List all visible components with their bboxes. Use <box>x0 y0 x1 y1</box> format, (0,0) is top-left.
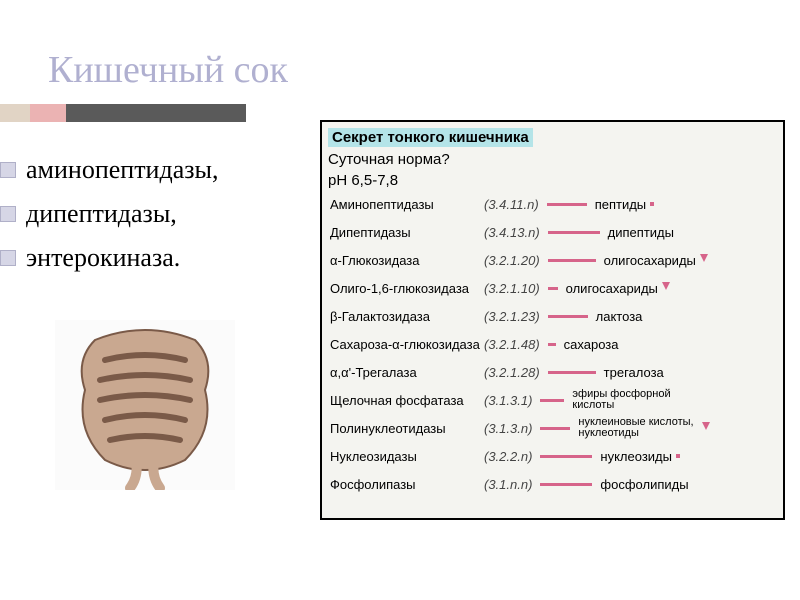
table-row: Аминопептидазы (3.4.11.n) пептиды <box>330 191 783 217</box>
list-item: энтерокиназа. <box>0 243 300 273</box>
substrate-name: трегалоза <box>604 365 664 380</box>
enzyme-code: (3.4.11.n) <box>484 197 539 212</box>
list-item: аминопептидазы, <box>0 155 300 185</box>
enzyme-name: Щелочная фосфатаза <box>330 393 480 408</box>
enzyme-name: β-Галактозидаза <box>330 309 480 324</box>
substrate-name: сахароза <box>564 337 619 352</box>
substrate-name: олигосахариды <box>604 253 696 268</box>
slide-title: Кишечный сок <box>48 48 288 92</box>
dot-icon <box>676 450 686 462</box>
arrow-icon <box>548 371 596 374</box>
title-underline <box>0 104 246 122</box>
enzyme-table: Секрет тонкого кишечника Суточная норма?… <box>320 120 785 520</box>
down-arrow-icon <box>662 282 672 294</box>
substrate-name: лактоза <box>596 309 643 324</box>
arrow-icon <box>548 287 558 290</box>
enzyme-name: Олиго-1,6-глюкозидаза <box>330 281 480 296</box>
enzyme-name: α-Глюкозидаза <box>330 253 480 268</box>
enzyme-code: (3.1.3.1) <box>484 393 532 408</box>
enzyme-code: (3.2.1.48) <box>484 337 540 352</box>
arrow-icon <box>540 399 564 402</box>
infobox-header: Секрет тонкого кишечника <box>328 128 533 147</box>
table-row: β-Галактозидаза (3.2.1.23) лактоза <box>330 303 783 329</box>
bullet-icon <box>0 206 16 222</box>
enzyme-code: (3.4.13.n) <box>484 225 540 240</box>
enzyme-code: (3.2.1.10) <box>484 281 540 296</box>
arrow-icon <box>540 455 592 458</box>
arrow-icon <box>547 203 587 206</box>
substrate-name: дипептиды <box>608 225 674 240</box>
enzyme-name: Фосфолипазы <box>330 477 480 492</box>
table-row: Сахароза-α-глюкозидаза (3.2.1.48) сахароза <box>330 331 783 357</box>
table-row: α,α'-Трегалаза (3.2.1.28) трегалоза <box>330 359 783 385</box>
infobox-sub2: pH 6,5-7,8 <box>328 172 783 189</box>
dot-icon <box>650 198 660 210</box>
arrow-icon <box>548 343 556 346</box>
bullet-label: энтерокиназа. <box>26 243 180 273</box>
enzyme-code: (3.2.2.n) <box>484 449 532 464</box>
enzyme-name: Дипептидазы <box>330 225 480 240</box>
substrate-name: пептиды <box>595 197 646 212</box>
infobox-sub1: Суточная норма? <box>328 151 783 168</box>
bullet-label: аминопептидазы, <box>26 155 218 185</box>
enzyme-code: (3.1.n.n) <box>484 477 532 492</box>
arrow-icon <box>548 315 588 318</box>
enzyme-name: Полинуклеотидазы <box>330 421 480 436</box>
enzyme-name: Сахароза-α-глюкозидаза <box>330 337 480 352</box>
bullet-label: дипептидазы, <box>26 199 177 229</box>
table-row: Нуклеозидазы (3.2.2.n) нуклеозиды <box>330 443 783 469</box>
down-arrow-icon <box>700 254 710 266</box>
bullet-icon <box>0 250 16 266</box>
substrate-name: нуклеозиды <box>600 449 672 464</box>
enzyme-code: (3.2.1.28) <box>484 365 540 380</box>
enzyme-code: (3.2.1.23) <box>484 309 540 324</box>
down-arrow-icon <box>702 422 712 434</box>
substrate-name: олигосахариды <box>566 281 658 296</box>
substrate-name: фосфолипиды <box>600 477 688 492</box>
arrow-icon <box>540 483 592 486</box>
table-row: Дипептидазы (3.4.13.n) дипептиды <box>330 219 783 245</box>
bullet-list: аминопептидазы, дипептидазы, энтерокиназ… <box>0 155 300 287</box>
enzyme-name: Аминопептидазы <box>330 197 480 212</box>
bullet-icon <box>0 162 16 178</box>
table-row: α-Глюкозидаза (3.2.1.20) олигосахариды <box>330 247 783 273</box>
enzyme-name: Нуклеозидазы <box>330 449 480 464</box>
substrate-name: нуклеиновые кислоты, нуклеотиды <box>578 417 698 439</box>
arrow-icon <box>548 259 596 262</box>
substrate-name: эфиры фосфорной кислоты <box>572 389 692 411</box>
table-row: Полинуклеотидазы (3.1.3.n) нуклеиновые кис… <box>330 415 783 441</box>
arrow-icon <box>548 231 600 234</box>
table-row: Фосфолипазы (3.1.n.n) фосфолипиды <box>330 471 783 497</box>
enzyme-code: (3.1.3.n) <box>484 421 532 436</box>
table-row: Олиго-1,6-глюкозидаза (3.2.1.10) олигосаха… <box>330 275 783 301</box>
intestine-image <box>55 320 235 490</box>
list-item: дипептидазы, <box>0 199 300 229</box>
table-row: Щелочная фосфатаза (3.1.3.1) эфиры фосфорн… <box>330 387 783 413</box>
enzyme-name: α,α'-Трегалаза <box>330 365 480 380</box>
arrow-icon <box>540 427 570 430</box>
enzyme-code: (3.2.1.20) <box>484 253 540 268</box>
